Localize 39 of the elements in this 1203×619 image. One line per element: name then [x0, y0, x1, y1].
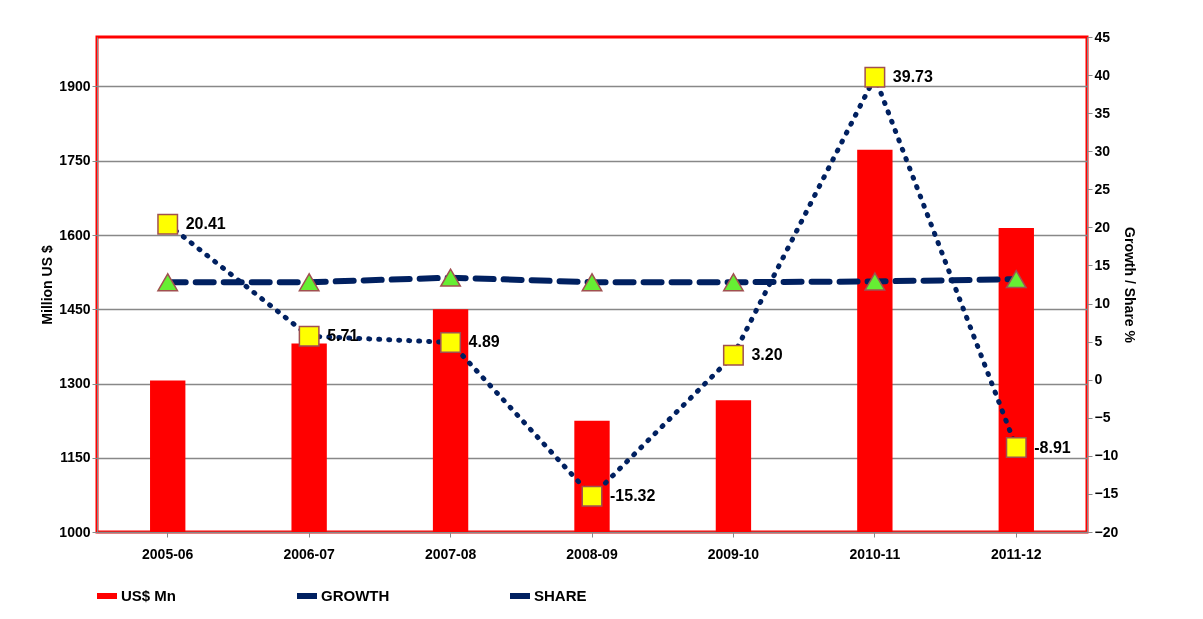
y-tick-label: 1450: [59, 300, 91, 317]
y-tick-label: 1600: [59, 226, 91, 243]
y2-tick-label: 25: [1094, 180, 1111, 197]
y-tick-label: 1750: [59, 152, 91, 169]
y2-tick-label: 35: [1094, 104, 1111, 121]
data-label: -15.32: [610, 487, 656, 505]
data-label: 4.89: [468, 333, 500, 351]
x-tick-label: 2009-10: [707, 545, 760, 562]
y-tick-label: 1900: [59, 78, 91, 94]
y-tick-label: 1150: [60, 449, 91, 466]
y2-tick-label: 10: [1094, 295, 1111, 312]
x-tick-label: 2008-09: [566, 545, 618, 562]
data-label: -8.91: [1034, 438, 1071, 456]
y2-tick-label: −20: [1094, 523, 1119, 540]
y-tick-label: 1300: [59, 375, 91, 391]
x-tick-label: 2010-11: [849, 545, 901, 562]
legend-label: US$ Mn: [121, 587, 177, 604]
x-tick-label: 2005-06: [142, 545, 194, 562]
y-tick-label: 1000: [59, 523, 91, 540]
y2-tick-label: 40: [1094, 66, 1111, 83]
y2-tick-label: 45: [1094, 28, 1111, 45]
y2-tick-label: 20: [1094, 218, 1111, 235]
data-label: 3.20: [751, 346, 783, 364]
y2-tick-label: 30: [1094, 142, 1111, 159]
legend-label: SHARE: [534, 587, 587, 604]
y2-tick-label: 0: [1094, 371, 1103, 388]
x-tick-label: 2011-12: [990, 545, 1042, 562]
y2-tick-label: −5: [1094, 409, 1111, 426]
y2-tick-label: −10: [1094, 447, 1119, 464]
x-tick-label: 2007-08: [424, 545, 477, 562]
y-axis-title: Million US $: [39, 245, 56, 325]
legend-label: GROWTH: [321, 587, 390, 604]
y2-axis-title: Growth / Share %: [1122, 227, 1139, 344]
y2-tick-label: −15: [1094, 485, 1119, 502]
data-label: 39.73: [892, 68, 933, 86]
x-tick-label: 2006-07: [283, 545, 336, 562]
y2-tick-label: 5: [1094, 333, 1103, 350]
data-label: 20.41: [185, 215, 226, 233]
y2-tick-label: 15: [1094, 256, 1111, 273]
